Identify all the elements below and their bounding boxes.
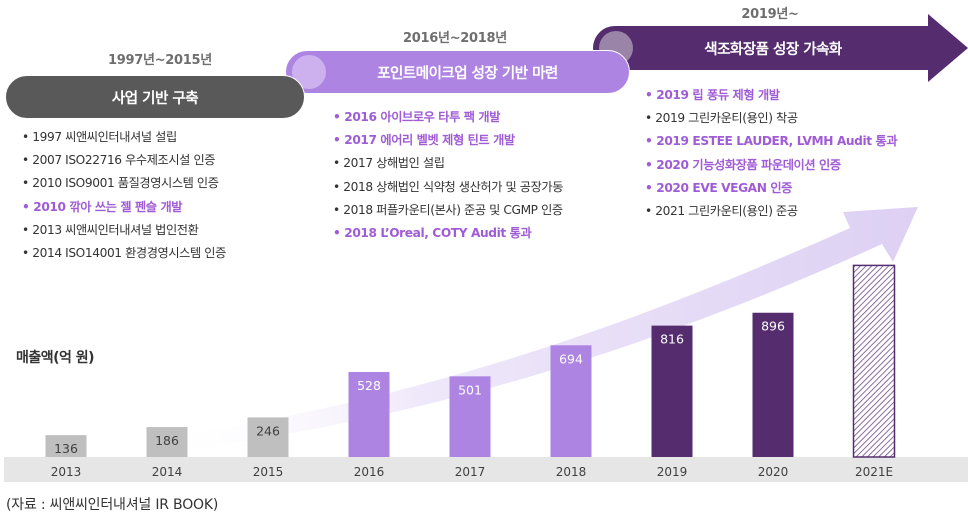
x-tick-label: 2015 bbox=[253, 465, 284, 479]
bar-2019 bbox=[651, 325, 693, 457]
phase-2-title: 포인트메이크업 성장 기반 마련 bbox=[377, 65, 558, 82]
milestone-item: 2017 에어리 벨벳 제형 틴트 개발 bbox=[333, 129, 563, 152]
bar-value-label: 501 bbox=[458, 382, 482, 397]
bar-2016 bbox=[348, 371, 390, 457]
bar-value-label: 694 bbox=[559, 351, 583, 366]
x-tick-label: 2017 bbox=[455, 465, 486, 479]
bar-2015 bbox=[247, 417, 289, 457]
bar-2020 bbox=[752, 312, 794, 457]
x-tick-label: 2014 bbox=[152, 465, 183, 479]
baseline-band bbox=[4, 457, 968, 482]
milestone-item: 2016 아이브로우 타투 팩 개발 bbox=[333, 106, 563, 129]
bars-layer bbox=[45, 264, 896, 458]
x-tick-label: 2019 bbox=[657, 465, 688, 479]
milestone-item: 2020 EVE VEGAN 인증 bbox=[645, 177, 897, 200]
phase-1-banner: 사업 기반 구축 bbox=[5, 75, 305, 119]
bar-value-label: 136 bbox=[54, 441, 78, 456]
milestone-item: 2019 그린카운티(용인) 착공 bbox=[645, 107, 897, 130]
source-note: (자료 : 씨앤씨인터내셔널 IR BOOK) bbox=[6, 497, 219, 513]
bar-value-label: 816 bbox=[660, 332, 684, 347]
milestone-item: 2018 L’Oreal, COTY Audit 통과 bbox=[333, 222, 563, 245]
milestone-item: 2010 깎아 쓰는 젤 펜슬 개발 bbox=[22, 196, 226, 219]
milestone-item: 2017 상해법인 설립 bbox=[333, 152, 563, 175]
bar-value-label: 528 bbox=[357, 378, 381, 393]
phase-3-title: 색조화장품 성장 가속화 bbox=[704, 41, 842, 58]
bar-2014 bbox=[146, 427, 188, 457]
milestone-item: 2019 립 퐁듀 제형 개발 bbox=[645, 84, 897, 107]
bar-2013 bbox=[45, 435, 87, 457]
phase-1-period: 1997년~2015년 bbox=[108, 53, 212, 68]
bar-value-label: 246 bbox=[256, 423, 280, 438]
bar-value-label: 896 bbox=[761, 319, 785, 334]
phase-2-banner: 포인트메이크업 성장 기반 마련 bbox=[285, 50, 630, 94]
bar-2021E bbox=[852, 264, 896, 458]
phase-1-milestones: 1997 씨앤씨인터내셔널 설립2007 ISO22716 우수제조시설 인증2… bbox=[22, 126, 226, 265]
growth-arrow bbox=[150, 207, 918, 455]
phase-3-milestones: 2019 립 퐁듀 제형 개발2019 그린카운티(용인) 착공2019 EST… bbox=[645, 84, 897, 223]
tick-labels-layer: 2013 2014 2015 2016 2017 2018 2019 2020 2021E bbox=[51, 465, 893, 479]
milestone-item: 2010 ISO9001 품질경영시스템 인증 bbox=[22, 172, 226, 195]
phase-3-period: 2019년~ bbox=[741, 7, 799, 22]
milestone-item: 2018 퍼플카운티(본사) 준공 및 CGMP 인증 bbox=[333, 199, 563, 222]
x-tick-label: 2020 bbox=[758, 465, 789, 479]
x-tick-label: 2016 bbox=[354, 465, 385, 479]
milestone-item: 2007 ISO22716 우수제조시설 인증 bbox=[22, 149, 226, 172]
bar-labels-layer: 136 186 246 528 501 694 816 896 bbox=[54, 319, 785, 456]
y-axis-label: 매출액(억 원) bbox=[16, 350, 95, 366]
milestone-item: 2021 그린카운티(용인) 준공 bbox=[645, 200, 897, 223]
phase-1-title: 사업 기반 구축 bbox=[111, 90, 199, 107]
milestone-item: 1997 씨앤씨인터내셔널 설립 bbox=[22, 126, 226, 149]
milestone-item: 2020 기능성화장품 파운데이션 인증 bbox=[645, 154, 897, 177]
phase-2-period: 2016년~2018년 bbox=[403, 31, 507, 46]
phase-2-milestones: 2016 아이브로우 타투 팩 개발2017 에어리 벨벳 제형 틴트 개발20… bbox=[333, 106, 563, 245]
x-tick-label: 2021E bbox=[855, 465, 893, 479]
milestone-item: 2019 ESTEE LAUDER, LVMH Audit 통과 bbox=[645, 130, 897, 153]
bar-2017 bbox=[449, 376, 491, 457]
milestone-item: 2018 상해법인 식약청 생산허가 및 공장가동 bbox=[333, 176, 563, 199]
milestone-item: 2014 ISO14001 환경경영시스템 인증 bbox=[22, 242, 226, 265]
x-tick-label: 2018 bbox=[556, 465, 587, 479]
x-tick-label: 2013 bbox=[51, 465, 82, 479]
bar-2018 bbox=[550, 345, 592, 457]
bar-value-label: 186 bbox=[155, 433, 179, 448]
milestone-item: 2013 씨앤씨인터내셔널 법인전환 bbox=[22, 219, 226, 242]
